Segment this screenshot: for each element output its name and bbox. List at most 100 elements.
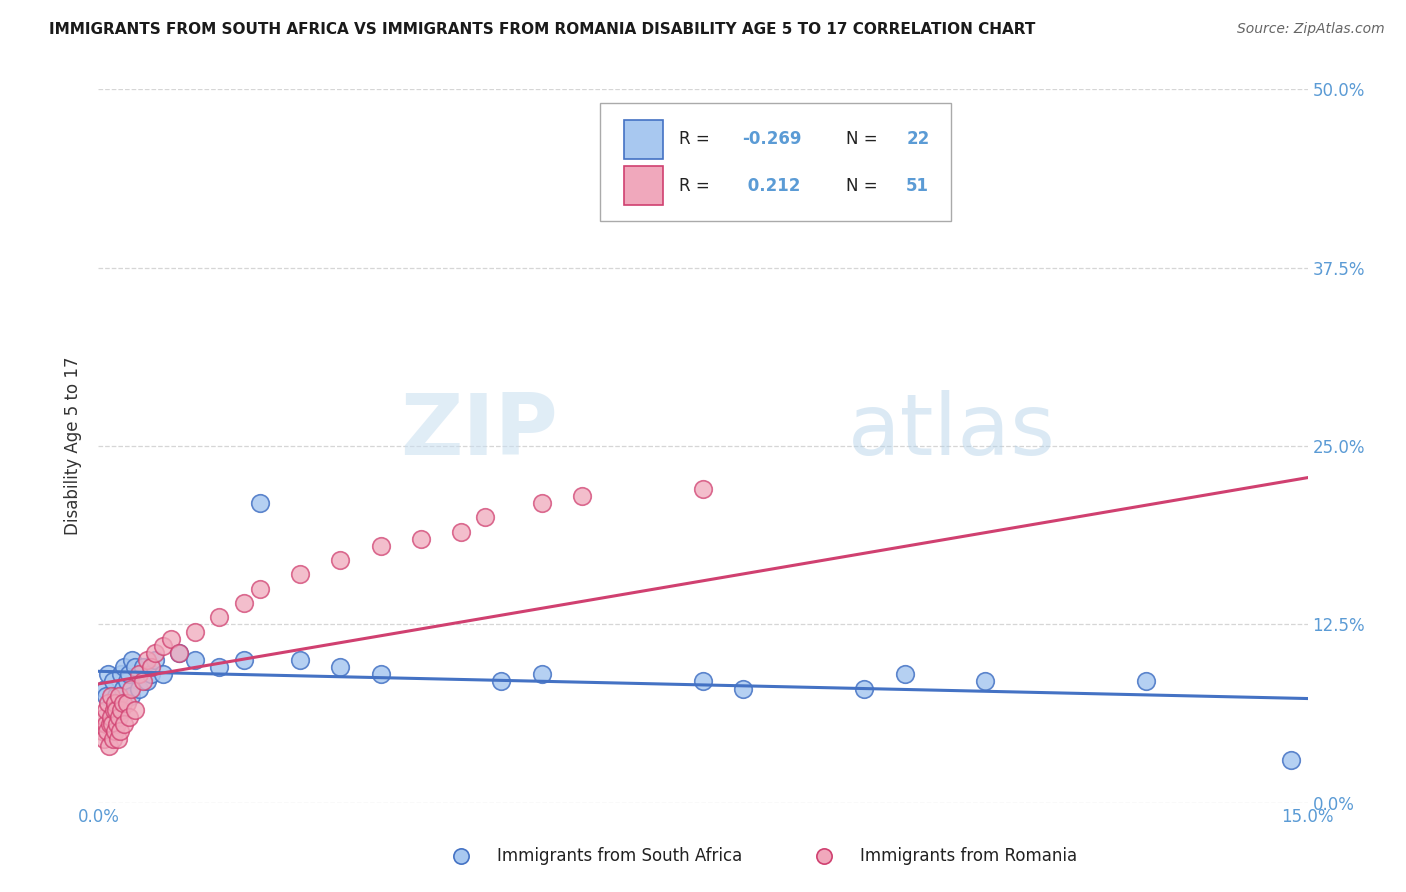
Point — [100, 689, 122, 703]
Point — [97, 739, 120, 753]
Point — [249, 582, 271, 596]
Point — [128, 667, 150, 681]
Point — [692, 674, 714, 689]
Text: N =: N = — [845, 130, 877, 148]
Point — [94, 681, 117, 696]
Point — [232, 596, 254, 610]
FancyBboxPatch shape — [624, 166, 664, 205]
Point — [152, 639, 174, 653]
Point — [103, 696, 125, 710]
Text: 0.212: 0.212 — [742, 177, 800, 194]
Point — [152, 667, 174, 681]
Point — [139, 660, 162, 674]
Point — [132, 674, 155, 689]
Point — [94, 717, 117, 731]
Point — [108, 710, 131, 724]
Point — [101, 717, 124, 731]
Point — [94, 710, 117, 724]
Point — [112, 660, 135, 674]
Point — [329, 660, 352, 674]
Point — [97, 696, 120, 710]
Point — [128, 681, 150, 696]
Point — [110, 667, 132, 681]
Point — [409, 532, 432, 546]
Point — [108, 724, 131, 739]
Point — [110, 703, 132, 717]
Point — [96, 724, 118, 739]
Point — [571, 489, 593, 503]
Point — [107, 703, 129, 717]
Point — [124, 660, 146, 674]
Point — [184, 653, 207, 667]
Point — [115, 674, 138, 689]
Text: Immigrants from Romania: Immigrants from Romania — [860, 847, 1077, 865]
Point — [124, 703, 146, 717]
Point — [107, 731, 129, 746]
Point — [121, 653, 143, 667]
Point — [1281, 753, 1303, 767]
Point — [120, 681, 142, 696]
Point — [100, 710, 122, 724]
Point — [103, 703, 125, 717]
Point — [120, 689, 142, 703]
Point — [135, 674, 157, 689]
Point — [491, 674, 513, 689]
Point — [97, 667, 120, 681]
Text: Immigrants from South Africa: Immigrants from South Africa — [498, 847, 742, 865]
Point — [329, 553, 352, 567]
Point — [288, 653, 311, 667]
Point — [160, 632, 183, 646]
Point — [249, 496, 271, 510]
Point — [112, 717, 135, 731]
Point — [96, 703, 118, 717]
Point — [143, 646, 166, 660]
Point — [1135, 674, 1157, 689]
Point — [450, 524, 472, 539]
Point — [115, 696, 138, 710]
Point — [107, 689, 129, 703]
Point — [474, 510, 496, 524]
Point — [184, 624, 207, 639]
Point — [98, 717, 121, 731]
Point — [893, 667, 915, 681]
Point — [974, 674, 997, 689]
Text: N =: N = — [845, 177, 877, 194]
Point — [139, 667, 162, 681]
Point — [167, 646, 190, 660]
Point — [232, 653, 254, 667]
Point — [733, 681, 755, 696]
Text: R =: R = — [679, 130, 710, 148]
Text: 51: 51 — [905, 177, 929, 194]
Point — [105, 703, 128, 717]
Text: 22: 22 — [905, 130, 929, 148]
Point — [143, 653, 166, 667]
Point — [118, 710, 141, 724]
Point — [91, 724, 114, 739]
Point — [370, 667, 392, 681]
Point — [111, 681, 134, 696]
Text: IMMIGRANTS FROM SOUTH AFRICA VS IMMIGRANTS FROM ROMANIA DISABILITY AGE 5 TO 17 C: IMMIGRANTS FROM SOUTH AFRICA VS IMMIGRAN… — [49, 22, 1036, 37]
Point — [208, 610, 231, 624]
Point — [208, 660, 231, 674]
Point — [853, 681, 876, 696]
FancyBboxPatch shape — [600, 103, 950, 221]
Point — [132, 660, 155, 674]
Point — [101, 731, 124, 746]
FancyBboxPatch shape — [624, 120, 664, 159]
Point — [93, 731, 115, 746]
Point — [135, 653, 157, 667]
Text: -0.269: -0.269 — [742, 130, 801, 148]
Y-axis label: Disability Age 5 to 17: Disability Age 5 to 17 — [65, 357, 83, 535]
Point — [96, 689, 118, 703]
Point — [288, 567, 311, 582]
Text: Source: ZipAtlas.com: Source: ZipAtlas.com — [1237, 22, 1385, 37]
Point — [105, 689, 128, 703]
Point — [104, 696, 127, 710]
Point — [530, 496, 553, 510]
Text: ZIP: ZIP — [401, 390, 558, 474]
Point — [111, 696, 134, 710]
Point — [167, 646, 190, 660]
Point — [105, 717, 128, 731]
Text: R =: R = — [679, 177, 710, 194]
Point — [118, 667, 141, 681]
